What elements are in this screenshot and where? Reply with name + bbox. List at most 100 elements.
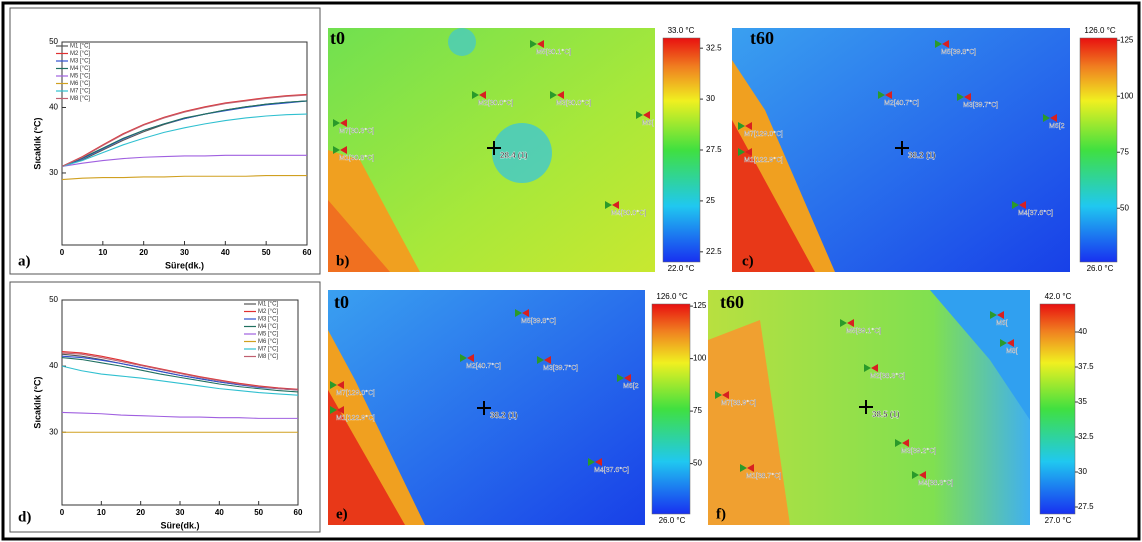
panel-label: c)	[742, 253, 754, 269]
marker-label: M2[40.7°C]	[884, 99, 919, 107]
colorbar-tick-label: 75	[693, 406, 702, 415]
marker-label: M7[129.0°C]	[336, 389, 375, 397]
colorbar-tick-label: 37.5	[1078, 362, 1094, 371]
marker-label: M4[37.6°C]	[594, 466, 629, 474]
marker-flag	[1000, 339, 1007, 347]
marker-label: M4[30.0°C]	[611, 209, 646, 217]
marker-flag	[537, 40, 544, 48]
marker-flag	[1043, 114, 1050, 122]
colorbar-tick-label: 100	[693, 354, 707, 363]
colorbar-tick-label: 50	[1120, 203, 1129, 212]
x-tick-label: 20	[139, 248, 148, 257]
marker-label: M5[39.1°C]	[846, 327, 881, 335]
colorbar-tick-label: 50	[693, 459, 702, 468]
marker-label: M6[	[996, 320, 1008, 327]
marker-label: M3[39.2°C]	[901, 447, 936, 455]
series-line	[61, 113, 308, 167]
marker-flag	[902, 439, 909, 447]
colorbar	[1039, 303, 1076, 515]
series-line	[61, 154, 307, 167]
x-tick-label: 10	[97, 508, 106, 517]
thermal-image	[328, 28, 655, 272]
panel-label: d)	[18, 509, 31, 525]
x-tick-label: 0	[60, 248, 65, 257]
marker-flag	[912, 471, 919, 479]
marker-label: M8[	[1006, 348, 1018, 355]
x-tick-label: 40	[221, 248, 230, 257]
colorbar-min: 22.0 °C	[668, 264, 695, 273]
marker-label: M7[129.0°C]	[744, 130, 783, 138]
marker-flag	[636, 111, 643, 119]
marker-flag	[738, 148, 745, 156]
cursor-label: 28.4 (1)	[500, 151, 528, 160]
marker-flag	[840, 319, 847, 327]
marker-flag	[747, 464, 754, 472]
marker-flag	[957, 93, 964, 101]
marker-flag	[333, 119, 340, 127]
marker-label: M7[30.3°C]	[339, 127, 374, 135]
marker-label: M3[39.7°C]	[963, 101, 998, 109]
x-tick-label: 30	[176, 508, 185, 517]
marker-label: M2[40.7°C]	[466, 362, 501, 370]
legend-label: M1 [°C]	[258, 302, 278, 308]
x-tick-label: 50	[254, 508, 263, 517]
marker-flag	[337, 381, 344, 389]
chart-box	[9, 7, 321, 275]
marker-flag	[595, 458, 602, 466]
colorbar-tick-label: 22.5	[706, 247, 722, 256]
series-line	[61, 356, 299, 393]
marker-flag	[330, 406, 337, 414]
series-line	[61, 411, 298, 419]
marker-label: M4[38.3°C]	[918, 479, 953, 487]
panel-label: b)	[336, 253, 349, 269]
marker-label: M2[30.0°C]	[478, 99, 513, 107]
colorbar-tick-label: 100	[1120, 91, 1134, 100]
marker-flag	[919, 471, 926, 479]
marker-label: M6[	[642, 120, 654, 127]
marker-label: M3[30.0°C]	[556, 99, 591, 107]
marker-flag	[935, 40, 942, 48]
x-tick-label: 40	[215, 508, 224, 517]
legend-label: M7 [°C]	[258, 347, 278, 353]
marker-label: M6[2	[1049, 123, 1065, 130]
marker-flag	[479, 91, 486, 99]
marker-flag	[997, 311, 1004, 319]
colorbar	[662, 37, 701, 263]
marker-label: M5[39.8°C]	[941, 48, 976, 56]
marker-flag	[864, 364, 871, 372]
colorbar-tick-label: 27.5	[1078, 502, 1094, 511]
marker-label: M2[38.3°C]	[870, 372, 905, 380]
series-line	[61, 100, 308, 167]
x-tick-label: 60	[303, 248, 312, 257]
marker-label: M3[39.7°C]	[543, 364, 578, 372]
colorbar-max: 126.0 °C	[656, 292, 687, 301]
colorbar	[651, 303, 691, 515]
marker-flag	[740, 464, 747, 472]
legend-label: M3 [°C]	[258, 317, 278, 323]
marker-flag	[1019, 201, 1026, 209]
colorbar-min: 27.0 °C	[1045, 516, 1072, 525]
marker-flag	[472, 91, 479, 99]
marker-flag	[643, 111, 650, 119]
marker-label: M1[30.8°C]	[339, 154, 374, 162]
marker-label: M1[122.9°C]	[744, 156, 783, 164]
x-tick-label: 30	[180, 248, 189, 257]
panel-label: f)	[716, 506, 726, 522]
colorbar-tick-label: 32.5	[1078, 432, 1094, 441]
marker-flag	[537, 356, 544, 364]
legend-label: M8 [°C]	[70, 96, 90, 102]
colorbar-tick-label: 25	[706, 196, 715, 205]
marker-flag	[515, 309, 522, 317]
marker-flag	[1012, 201, 1019, 209]
cursor-label: 38.2 (1)	[908, 151, 936, 160]
legend-label: M5 [°C]	[70, 74, 90, 80]
series-line	[61, 94, 308, 167]
cursor-label: 38.2 (1)	[490, 411, 518, 420]
colorbar-tick-label: 35	[1078, 397, 1087, 406]
series-line	[61, 352, 299, 391]
thermal-image	[708, 290, 1030, 525]
marker-flag	[745, 148, 752, 156]
y-axis-label: Sıcaklık (°C)	[32, 376, 42, 428]
